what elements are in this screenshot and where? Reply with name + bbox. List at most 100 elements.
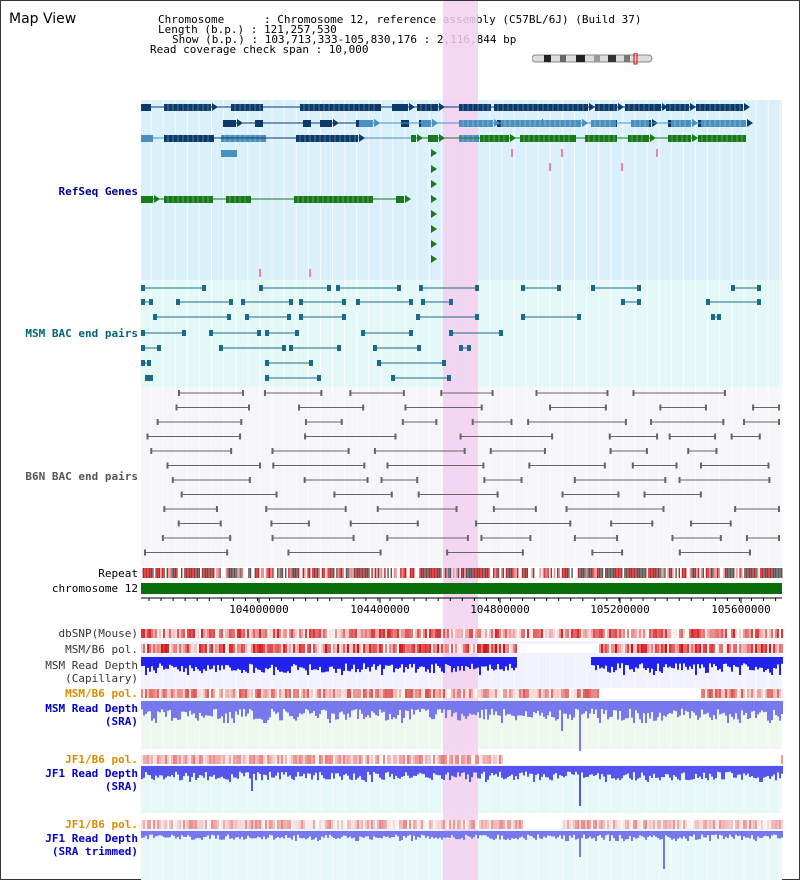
feature-arrow: [431, 240, 437, 248]
feature-arrow: [618, 103, 624, 111]
feature-arrow: [747, 119, 753, 127]
track-label-b6n-bac[interactable]: B6N BAC end pairs: [25, 470, 138, 483]
feature-arrow: [417, 134, 423, 142]
track-label-msm-bac[interactable]: MSM BAC end pairs: [25, 327, 138, 340]
feature-arrow: [431, 225, 437, 233]
feature-arrow: [431, 195, 437, 203]
gene-exon: [480, 135, 509, 142]
feature-arrow: [582, 119, 588, 127]
highlight-region: [443, 1, 478, 880]
gene-exon: [300, 104, 381, 111]
track-label-repeat[interactable]: Repeat: [98, 567, 138, 580]
track-label-msm-depth-sra[interactable]: MSM Read Depth: [45, 702, 138, 715]
polymorphism-heatmaps[interactable]: [141, 629, 784, 829]
track-label-jf1-trim[interactable]: JF1 Read Depth: [45, 832, 138, 845]
track-label-dbsnp[interactable]: dbSNP(Mouse): [58, 627, 138, 640]
gene-exon: [221, 150, 237, 157]
gene-exon: [141, 104, 151, 111]
gene-exon: [223, 120, 236, 127]
feature-arrow: [692, 134, 698, 142]
feature-arrow: [662, 103, 668, 111]
gene-exon: [417, 104, 438, 111]
track-label-msm-depth-cap[interactable]: MSM Read Depth: [45, 659, 138, 672]
msm-bac-features[interactable]: [141, 285, 761, 381]
feature-arrow: [744, 103, 750, 111]
gene-exon: [320, 120, 332, 127]
track-label-jf1-depth[interactable]: JF1 Read Depth: [45, 767, 138, 780]
gene-exon: [428, 135, 438, 142]
feature-arrow: [431, 180, 437, 188]
gene-exon: [585, 135, 617, 142]
feature-arrow: [359, 134, 365, 142]
feature-arrow: [589, 103, 595, 111]
gene-exon: [494, 104, 588, 111]
gene-exon: [296, 135, 358, 142]
gene-exon: [671, 120, 691, 127]
feature-arrow: [690, 103, 696, 111]
gene-exon: [459, 120, 493, 127]
feature-arrow: [212, 103, 218, 111]
gene-exon: [459, 104, 491, 111]
axis-tick-label: 104000000: [229, 603, 289, 616]
gene-exon: [255, 120, 263, 127]
feature-arrow: [650, 134, 656, 142]
feature-arrow: [439, 134, 445, 142]
gene-exon: [628, 135, 649, 142]
track-label-chromosome: chromosome 12: [51, 582, 138, 595]
gene-exon: [303, 120, 311, 127]
axis-tick-label: 105600000: [711, 603, 771, 616]
feature-arrow: [510, 134, 516, 142]
axis-tick-label: 105200000: [590, 603, 650, 616]
gene-exon: [141, 135, 153, 142]
feature-arrow: [692, 119, 698, 127]
track-label-jf1-b6-pol-2[interactable]: JF1/B6 pol.: [65, 818, 138, 831]
track-label-jf1-trim-sub: (SRA trimmed): [51, 845, 138, 858]
gene-exon: [396, 196, 404, 203]
gene-exon: [591, 120, 616, 127]
gene-exon: [625, 104, 661, 111]
feature-arrow: [431, 210, 437, 218]
gene-exon: [701, 120, 746, 127]
feature-arrow: [237, 119, 243, 127]
gene-exon: [359, 120, 373, 127]
track-label-jf1-b6-pol-1[interactable]: JF1/B6 pol.: [65, 753, 138, 766]
gene-exon: [231, 104, 263, 111]
b6n-bac-features[interactable]: [144, 390, 780, 556]
chromosome-ideogram[interactable]: [532, 53, 654, 65]
chromosome-info: Chromosome : Chromosome 12, reference as…: [158, 13, 642, 26]
feature-arrow: [439, 103, 445, 111]
gene-exon: [696, 104, 743, 111]
feature-arrow: [409, 103, 415, 111]
track-label-msm-b6-pol-1[interactable]: MSM/B6 pol.: [65, 643, 138, 656]
refseq-gene-features[interactable]: [141, 103, 753, 277]
map-view-title: Map View: [9, 11, 77, 27]
read-depth-tracks[interactable]: [141, 657, 783, 869]
axis-tick-label: 104400000: [350, 603, 410, 616]
show-range-info: Show (b.p.) : 103,713,333-105,830,176 : …: [172, 33, 517, 46]
gene-exon: [421, 120, 431, 127]
track-label-msm-depth-cap-sub: (Capillary): [65, 672, 138, 685]
feature-arrow: [431, 149, 437, 157]
feature-arrow: [374, 119, 380, 127]
track-label-msm-b6-pol-2[interactable]: MSM/B6 pol.: [65, 687, 138, 700]
gene-exon: [501, 120, 581, 127]
feature-arrow: [431, 165, 437, 173]
gene-exon: [164, 104, 211, 111]
axis-tick-label: 104800000: [470, 603, 530, 616]
repeat-track[interactable]: [142, 568, 783, 578]
feature-arrow: [154, 195, 160, 203]
position-axis: [148, 598, 777, 603]
gene-exon: [392, 104, 408, 111]
chromosome-bar[interactable]: [141, 583, 782, 594]
gene-exon: [164, 135, 214, 142]
gene-exon: [666, 104, 689, 111]
track-label-jf1-depth-sub: (SRA): [104, 780, 138, 793]
track-label-refseq[interactable]: RefSeq Genes: [58, 185, 138, 198]
gene-exon: [520, 135, 576, 142]
track-label-msm-depth-sra-sub: (SRA): [104, 715, 138, 728]
feature-arrow: [333, 119, 339, 127]
feature-arrow: [432, 119, 438, 127]
gene-exon: [226, 196, 251, 203]
